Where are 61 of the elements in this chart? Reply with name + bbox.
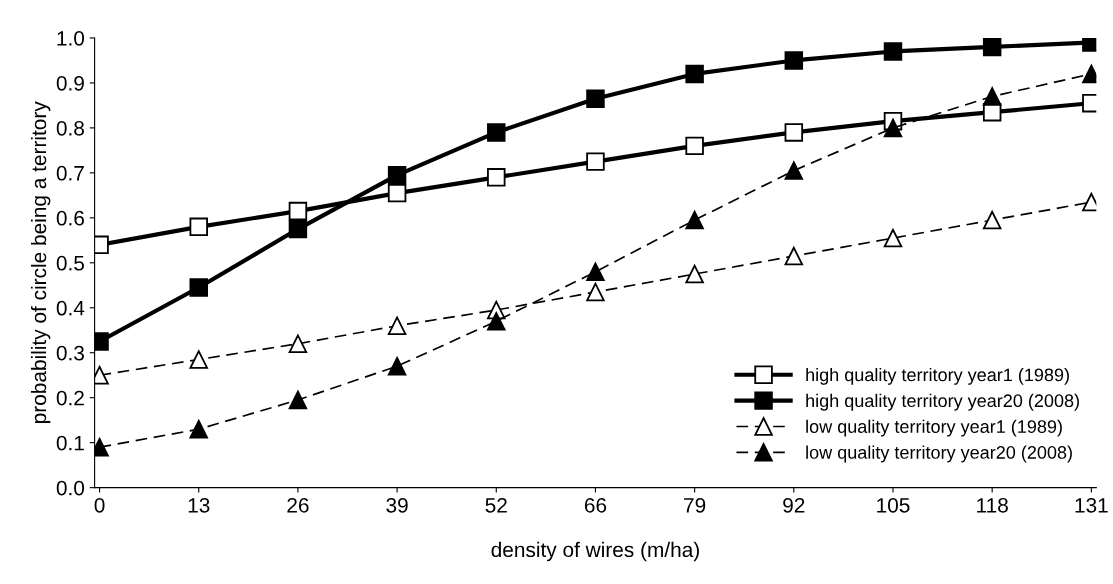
y-tick-label: 0.1: [56, 435, 84, 451]
point: [685, 64, 704, 84]
point: [784, 123, 804, 142]
legend-label: high quality territory year20 (2008): [806, 393, 1079, 411]
y-tick-label: 0.3: [56, 345, 84, 361]
point: [586, 262, 605, 282]
x-tick-label: 105: [877, 497, 910, 513]
y-tick-label: 0.2: [56, 390, 84, 406]
y-tick-label: 0.5: [56, 255, 85, 271]
point: [883, 118, 903, 138]
point: [288, 390, 308, 410]
point: [784, 161, 804, 180]
point: [685, 136, 704, 156]
y-axis-title: probability of circle being a territory: [30, 101, 51, 423]
y-tick-label: 0.7: [56, 165, 84, 181]
y-tick-label: 0.4: [56, 300, 85, 316]
x-tick-label: 26: [287, 497, 309, 513]
x-tick-label: 118: [977, 497, 1008, 513]
point: [883, 228, 903, 248]
point: [387, 183, 407, 203]
x-tick-label: 79: [684, 497, 706, 513]
point: [288, 334, 308, 353]
y-tick-label: 0.0: [56, 480, 85, 496]
point: [487, 123, 506, 142]
point: [685, 210, 704, 230]
point: [189, 419, 208, 439]
point: [487, 168, 506, 187]
y-tick-label: 0.8: [56, 120, 84, 136]
point: [487, 312, 506, 331]
x-tick-label: 13: [188, 497, 210, 513]
point: [586, 282, 605, 302]
y-tick-label: 1.0: [57, 30, 85, 46]
y-tick-label: 0.9: [56, 75, 84, 91]
point: [982, 210, 1002, 230]
point: [189, 217, 208, 237]
point: [189, 278, 208, 297]
x-axis-title: density of wires (m/ha): [491, 541, 699, 562]
x-tick-label: 52: [485, 497, 507, 513]
point: [189, 350, 208, 369]
point: [288, 219, 308, 239]
point: [784, 51, 804, 70]
point: [982, 37, 1002, 57]
point: [288, 201, 308, 221]
point: [784, 246, 804, 266]
x-tick-label: 0: [94, 497, 105, 513]
point: [387, 165, 407, 185]
x-tick-label: 131: [1075, 497, 1108, 513]
point: [982, 87, 1002, 106]
legend-label: low quality territory year20 (2008): [806, 445, 1072, 463]
point: [883, 42, 903, 61]
x-tick-label: 39: [386, 497, 408, 513]
y-tick-label: 0.6: [56, 210, 84, 226]
x-tick-label: 66: [584, 497, 607, 513]
legend-label: low quality territory year1 (1989): [806, 419, 1062, 437]
point: [387, 356, 407, 376]
point: [685, 264, 704, 284]
legend-label: high quality territory year1 (1989): [806, 367, 1069, 385]
point: [387, 316, 407, 335]
point: [586, 152, 605, 171]
point: [586, 89, 605, 108]
x-tick-label: 92: [783, 497, 805, 513]
